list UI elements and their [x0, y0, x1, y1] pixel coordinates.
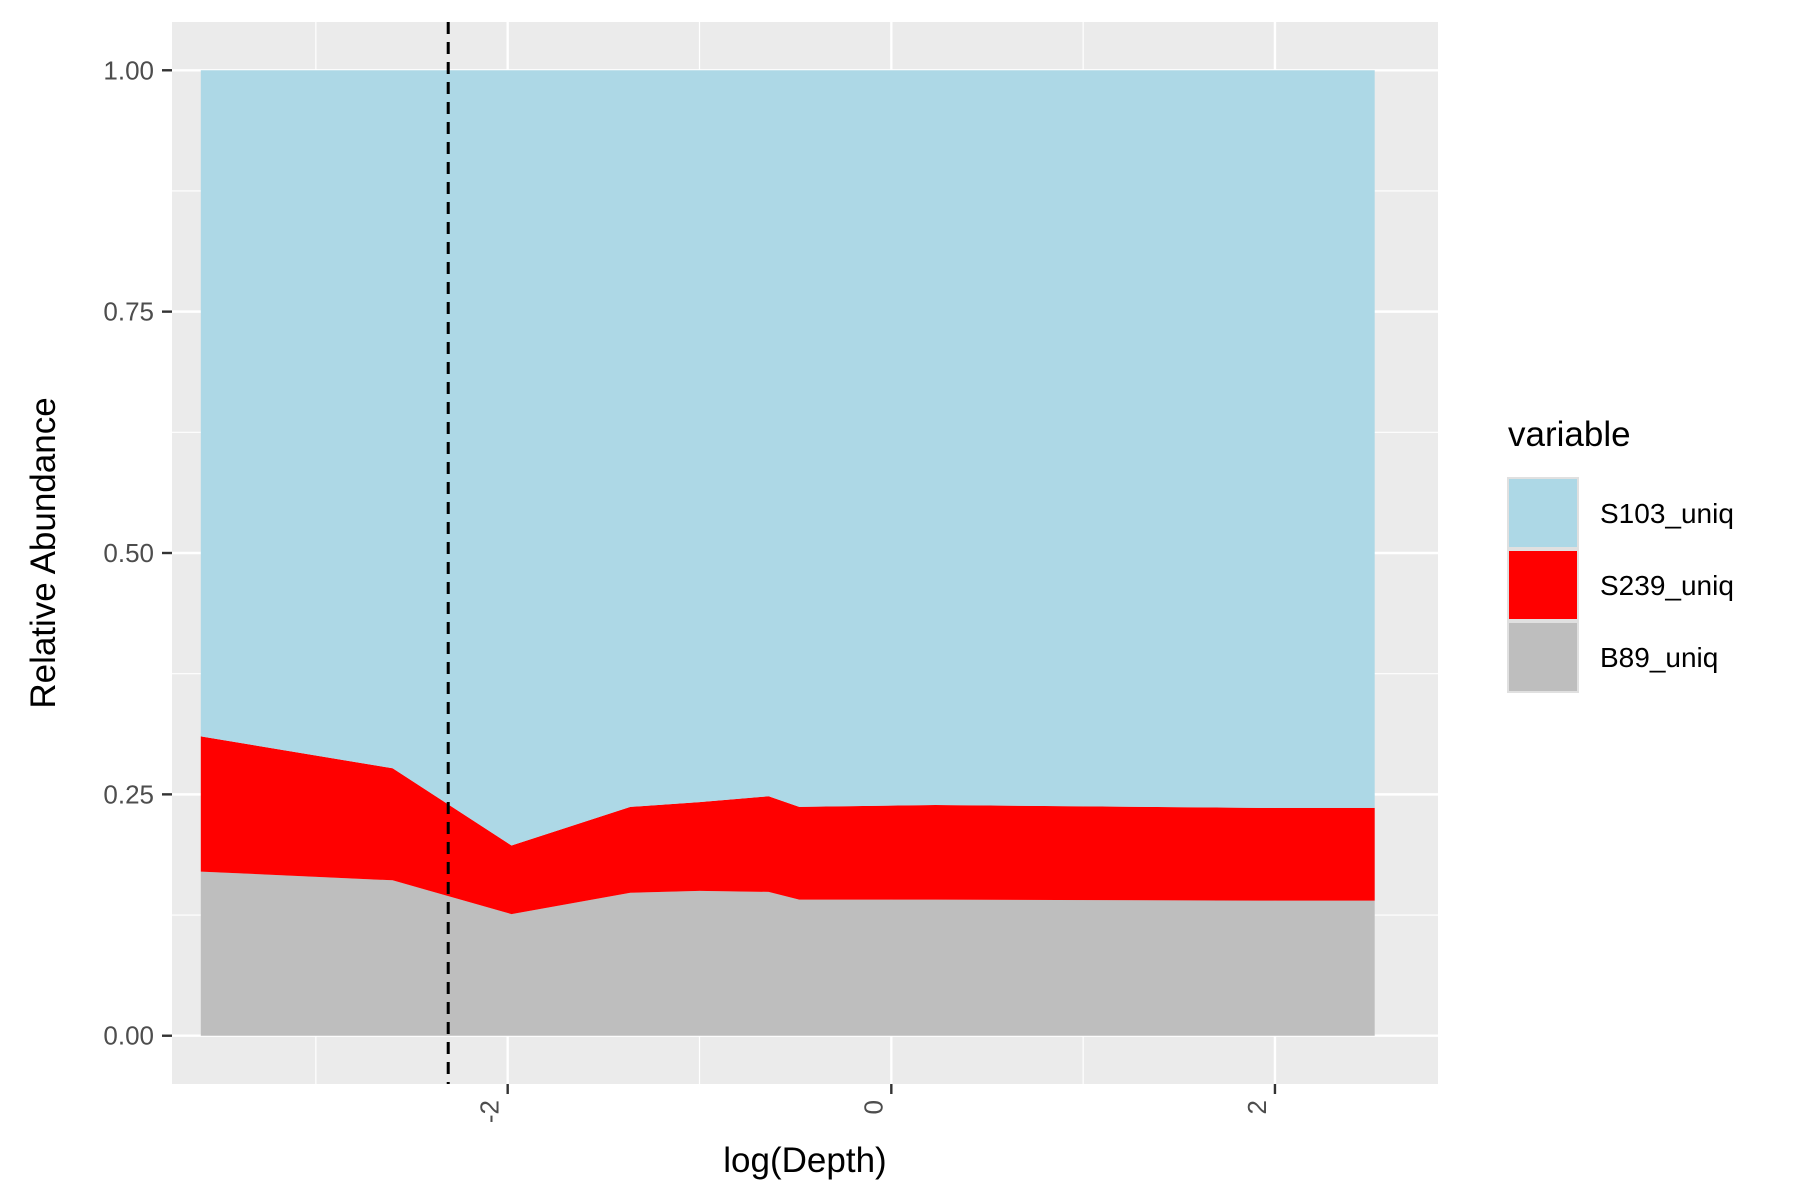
legend-key-s239-uniq	[1507, 549, 1579, 621]
y-tick-label: 0.50	[103, 538, 154, 568]
legend-items: S103_uniq S239_uniq B89_uniq	[1507, 477, 1734, 693]
area-series	[200, 70, 1375, 1036]
y-axis: 0.00 0.25 0.50 0.75 1.00	[103, 55, 172, 1051]
x-axis-title: log(Depth)	[723, 1141, 886, 1180]
x-tick-label: -2	[475, 1100, 505, 1123]
legend-title: variable	[1508, 415, 1631, 454]
y-tick-label: 0.00	[103, 1021, 154, 1051]
area-s239-uniq	[200, 736, 1375, 915]
x-axis: -2 0 2	[475, 1084, 1277, 1123]
x-tick-label: 2	[1242, 1100, 1272, 1114]
legend-label-b89-uniq: B89_uniq	[1600, 642, 1718, 673]
legend-label-s103-uniq: S103_uniq	[1600, 498, 1734, 529]
legend-key-b89-uniq	[1507, 621, 1579, 693]
y-tick-label: 0.75	[103, 297, 154, 327]
y-tick-label: 1.00	[103, 55, 154, 85]
legend: variable S103_uniq S239_uniq B89_uniq	[1507, 415, 1734, 693]
x-tick-label: 0	[858, 1100, 888, 1114]
y-tick-label: 0.25	[103, 779, 154, 809]
area-s103-uniq	[200, 70, 1375, 846]
area-b89-uniq	[200, 871, 1375, 1036]
legend-key-s103-uniq	[1507, 477, 1579, 549]
legend-label-s239-uniq: S239_uniq	[1600, 570, 1734, 601]
y-axis-title: Relative Abundance	[24, 397, 63, 708]
